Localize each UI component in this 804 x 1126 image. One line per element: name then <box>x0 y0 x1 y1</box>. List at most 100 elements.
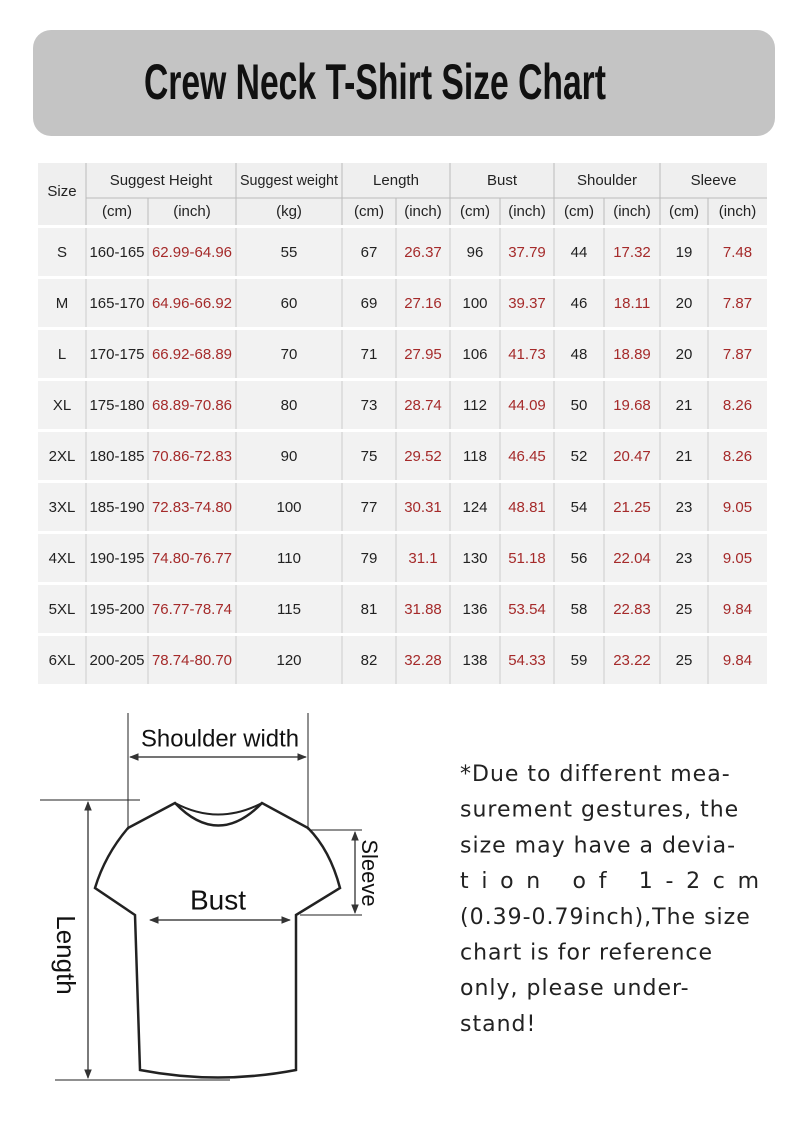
cell: 115 <box>277 601 301 618</box>
row-bg <box>38 279 767 327</box>
note-line: chart is for reference <box>460 941 713 966</box>
row-bg <box>38 330 767 378</box>
column-header: Size <box>47 183 76 200</box>
note-line: surement gestures, the <box>460 798 739 823</box>
unit-header: (inch) <box>508 203 546 220</box>
cell: 170-175 <box>89 346 144 363</box>
cell: 75 <box>361 448 378 465</box>
cell: 66.92-68.89 <box>152 346 232 363</box>
cell: 110 <box>277 550 301 567</box>
cell: 31.88 <box>404 601 442 618</box>
unit-header: (cm) <box>564 203 594 220</box>
note-line: tion of 1-2cm <box>460 869 760 894</box>
cell: 46 <box>571 295 588 312</box>
cell: 21 <box>676 448 693 465</box>
cell: 79 <box>361 550 378 567</box>
cell: 27.95 <box>404 346 442 363</box>
cell: 20.47 <box>613 448 651 465</box>
sleeve-label: Sleeve <box>357 839 382 906</box>
cell: 64.96-66.92 <box>152 295 232 312</box>
note-line: only, please under- <box>460 976 690 1001</box>
cell: 77 <box>361 499 378 516</box>
cell: L <box>58 346 66 363</box>
shoulder-label: Shoulder width <box>141 725 299 752</box>
cell: 90 <box>281 448 298 465</box>
row-bg <box>38 534 767 582</box>
cell: 96 <box>467 244 484 261</box>
cell: 54.33 <box>508 652 546 669</box>
cell: 3XL <box>49 499 76 516</box>
cell: 106 <box>462 346 487 363</box>
cell: 200-205 <box>89 652 144 669</box>
cell: 19.68 <box>613 397 651 414</box>
cell: 32.28 <box>404 652 442 669</box>
unit-header: (kg) <box>276 203 302 220</box>
cell: 39.37 <box>508 295 546 312</box>
cell: 67 <box>361 244 378 261</box>
cell: 136 <box>462 601 487 618</box>
cell: 60 <box>281 295 298 312</box>
note-line: *Due to different mea- <box>460 762 731 787</box>
cell: 73 <box>361 397 378 414</box>
row-bg <box>38 636 767 684</box>
row-bg <box>38 228 767 276</box>
cell: 80 <box>281 397 298 414</box>
column-header: Suggest weight <box>240 172 339 189</box>
row-bg <box>38 585 767 633</box>
note-line: (0.39-0.79inch),The size <box>460 905 751 930</box>
size-table: Size Suggest Height Suggest weight Length Bu… <box>38 163 767 684</box>
cell: 100 <box>462 295 487 312</box>
cell: 9.05 <box>723 499 752 516</box>
title-banner <box>33 30 775 136</box>
cell: 29.52 <box>404 448 442 465</box>
cell: 138 <box>462 652 487 669</box>
cell: 7.87 <box>723 346 752 363</box>
column-header: Sleeve <box>691 172 737 189</box>
note: *Due to different mea-surement gestures,… <box>460 762 760 1037</box>
cell: 28.74 <box>404 397 442 414</box>
column-header: Length <box>373 172 419 189</box>
cell: 51.18 <box>508 550 546 567</box>
cell: 55 <box>281 244 298 261</box>
cell: 58 <box>571 601 588 618</box>
cell: 76.77-78.74 <box>152 601 232 618</box>
cell: 81 <box>361 601 378 618</box>
cell: 52 <box>571 448 588 465</box>
cell: 18.11 <box>614 295 650 312</box>
cell: 22.04 <box>613 550 651 567</box>
cell: M <box>56 295 69 312</box>
cell: 19 <box>676 244 693 261</box>
cell: 4XL <box>49 550 76 567</box>
unit-header: (inch) <box>404 203 442 220</box>
cell: 17.32 <box>613 244 651 261</box>
cell: 25 <box>676 652 693 669</box>
cell: 20 <box>676 295 693 312</box>
cell: 7.48 <box>723 244 752 261</box>
cell: 120 <box>276 652 301 669</box>
cell: 46.45 <box>508 448 546 465</box>
cell: 190-195 <box>89 550 144 567</box>
cell: 53.54 <box>508 601 546 618</box>
column-header: Shoulder <box>577 172 637 189</box>
title: Crew Neck T-Shirt Size Chart <box>144 54 606 110</box>
cell: 44.09 <box>508 397 546 414</box>
cell: 41.73 <box>508 346 546 363</box>
cell: 160-165 <box>89 244 144 261</box>
unit-header: (cm) <box>669 203 699 220</box>
note-line: size may have a devia- <box>460 833 736 858</box>
cell: 37.79 <box>508 244 546 261</box>
row-bg <box>38 432 767 480</box>
cell: 23 <box>676 550 693 567</box>
cell: 118 <box>463 448 487 465</box>
cell: 22.83 <box>613 601 651 618</box>
cell: 195-200 <box>89 601 144 618</box>
cell: 30.31 <box>404 499 442 516</box>
cell: 6XL <box>49 652 76 669</box>
column-header: Suggest Height <box>110 172 213 189</box>
cell: 23 <box>676 499 693 516</box>
row-bg <box>38 381 767 429</box>
cell: 56 <box>571 550 588 567</box>
cell: 180-185 <box>89 448 144 465</box>
cell: 130 <box>462 550 487 567</box>
